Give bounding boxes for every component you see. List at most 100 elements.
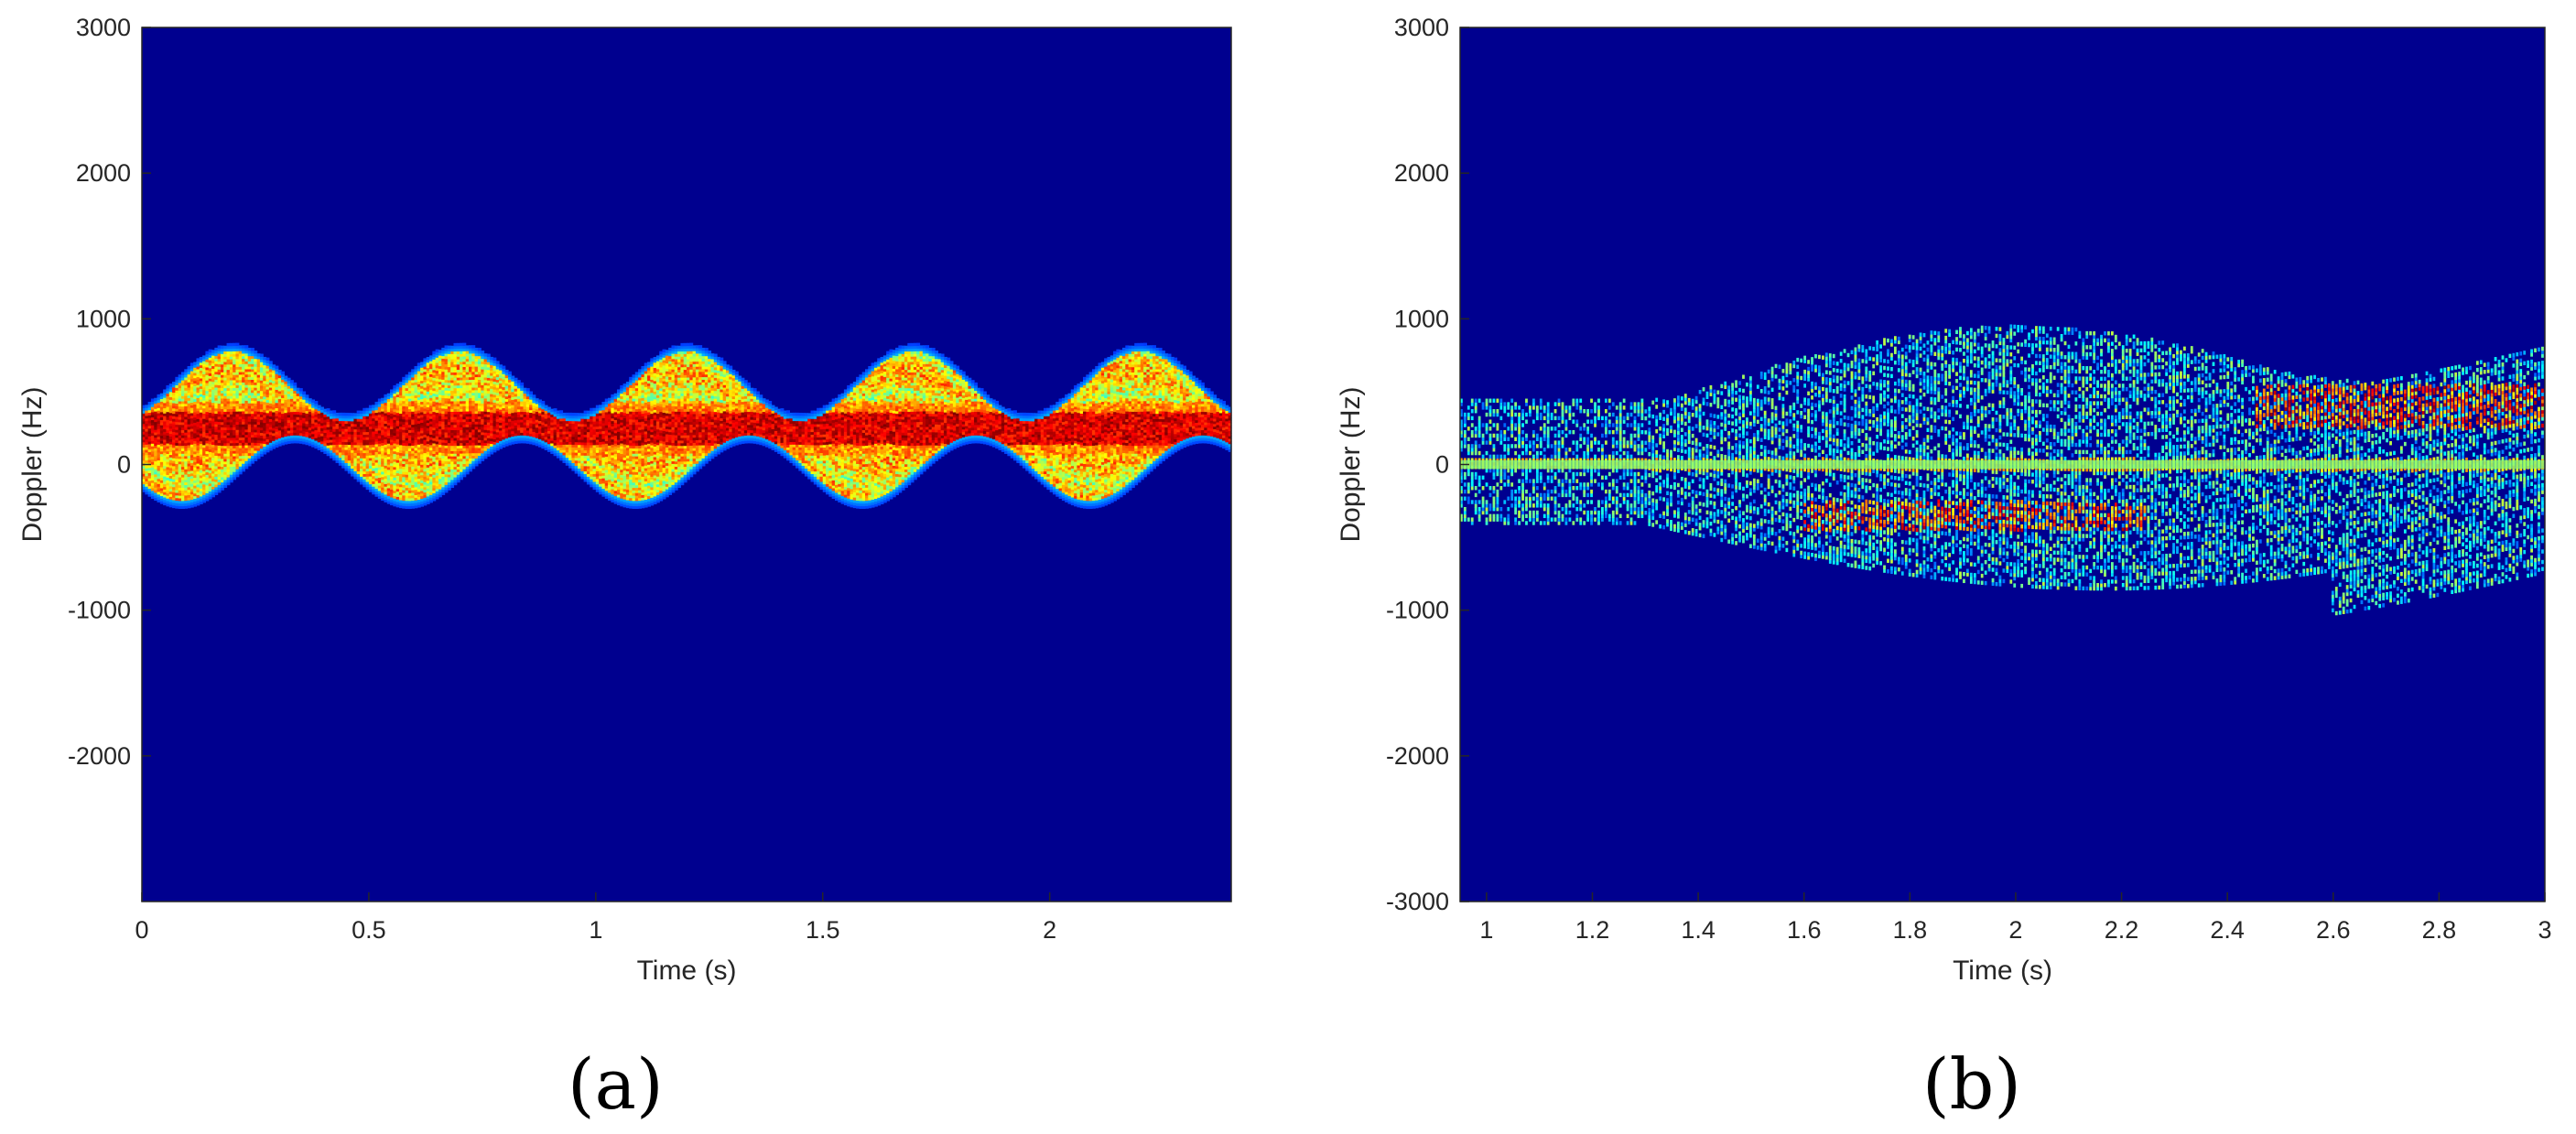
heat-cell — [145, 433, 149, 437]
heat-cell — [163, 407, 168, 411]
heat-cell — [142, 489, 146, 492]
heat-cell — [154, 424, 158, 427]
heat-cell — [163, 459, 168, 464]
heat-cell — [205, 427, 210, 431]
heat-cell — [163, 389, 168, 393]
heat-cell — [159, 440, 164, 444]
heat-cell — [142, 444, 146, 448]
heat-cell — [147, 417, 152, 421]
heat-cell — [163, 452, 168, 456]
heat-cell — [145, 428, 149, 432]
heat-cell — [202, 459, 207, 464]
heat-cell — [150, 456, 155, 460]
heat-cell — [208, 360, 212, 363]
heat-cell — [147, 427, 152, 432]
heat-cell — [208, 388, 212, 393]
heat-cell — [163, 481, 168, 485]
heat-cell — [166, 408, 170, 413]
heat-cell — [163, 483, 168, 488]
heat-cell — [154, 460, 158, 464]
heat-cell — [150, 435, 155, 439]
heat-cell — [157, 394, 161, 398]
heat-cell — [157, 459, 161, 463]
heat-cell — [184, 434, 189, 438]
heat-cell — [142, 475, 146, 480]
heat-cell — [150, 414, 155, 418]
heat-cell — [175, 500, 179, 503]
heat-cell — [187, 389, 191, 394]
heat-cell — [159, 464, 164, 468]
heat-cell — [208, 373, 212, 376]
heat-cell — [180, 481, 185, 486]
heat-cell — [180, 450, 185, 454]
heat-cell — [189, 415, 194, 419]
heat-cell — [265, 357, 270, 362]
heat-cell — [184, 400, 189, 405]
heat-cell — [166, 393, 170, 397]
heat-cell — [142, 465, 146, 469]
heat-cell — [199, 388, 203, 392]
heat-cell — [208, 412, 212, 416]
heat-cell — [172, 459, 176, 464]
heat-cell — [196, 363, 200, 367]
heat-cell — [305, 394, 309, 398]
heat-cell — [202, 413, 207, 416]
heat-cell — [196, 403, 200, 406]
heat-cell — [147, 451, 152, 455]
heat-cell — [199, 448, 203, 452]
heat-cell — [184, 450, 189, 454]
heat-cell — [163, 478, 168, 482]
heat-cell — [205, 463, 210, 468]
heat-cell — [199, 430, 203, 434]
heat-cell — [193, 477, 198, 481]
heat-cell — [199, 406, 203, 410]
heat-cell — [178, 497, 182, 502]
heat-cell — [175, 460, 179, 464]
heat-cell — [193, 372, 198, 376]
heat-cell — [145, 481, 149, 484]
heat-cell — [196, 384, 200, 388]
heat-cell — [184, 403, 189, 407]
heat-cell — [208, 488, 212, 491]
heat-cell — [202, 407, 207, 412]
heat-cell — [142, 434, 146, 437]
heat-cell — [163, 405, 168, 409]
heat-cell — [196, 431, 200, 436]
heat-cell — [163, 441, 168, 446]
heat-cell — [184, 479, 189, 483]
heat-cell — [168, 391, 173, 395]
heat-cell — [178, 450, 182, 454]
heat-cell — [145, 470, 149, 474]
heat-cell — [184, 432, 189, 436]
heat-cell — [150, 425, 155, 428]
heat-cell — [199, 370, 203, 373]
heat-cell — [205, 414, 210, 417]
heat-cell — [157, 454, 161, 459]
heat-cell — [168, 467, 173, 471]
heat-cell — [180, 442, 185, 447]
heat-cell — [175, 413, 179, 417]
heat-cell — [159, 469, 164, 473]
heat-cell — [189, 448, 194, 453]
heat-cell — [178, 437, 182, 441]
heat-cell — [187, 418, 191, 422]
heat-cell — [166, 490, 170, 494]
heat-cell — [199, 394, 203, 397]
heat-cell — [180, 479, 185, 483]
heat-cell — [208, 430, 212, 434]
heat-cell — [159, 461, 164, 465]
heat-cell — [202, 376, 207, 380]
heat-cell — [205, 432, 210, 436]
heat-cell — [208, 396, 212, 400]
heat-cell — [205, 393, 210, 396]
heat-cell — [163, 402, 168, 406]
heat-cell — [159, 419, 164, 423]
heat-cell — [211, 441, 215, 446]
heat-cell — [180, 405, 185, 410]
heat-cell — [202, 479, 207, 482]
heat-cell — [196, 389, 200, 394]
heat-cell — [150, 446, 155, 449]
heat-cell — [147, 478, 152, 481]
heat-cell — [168, 444, 173, 448]
heat-cell — [168, 470, 173, 474]
